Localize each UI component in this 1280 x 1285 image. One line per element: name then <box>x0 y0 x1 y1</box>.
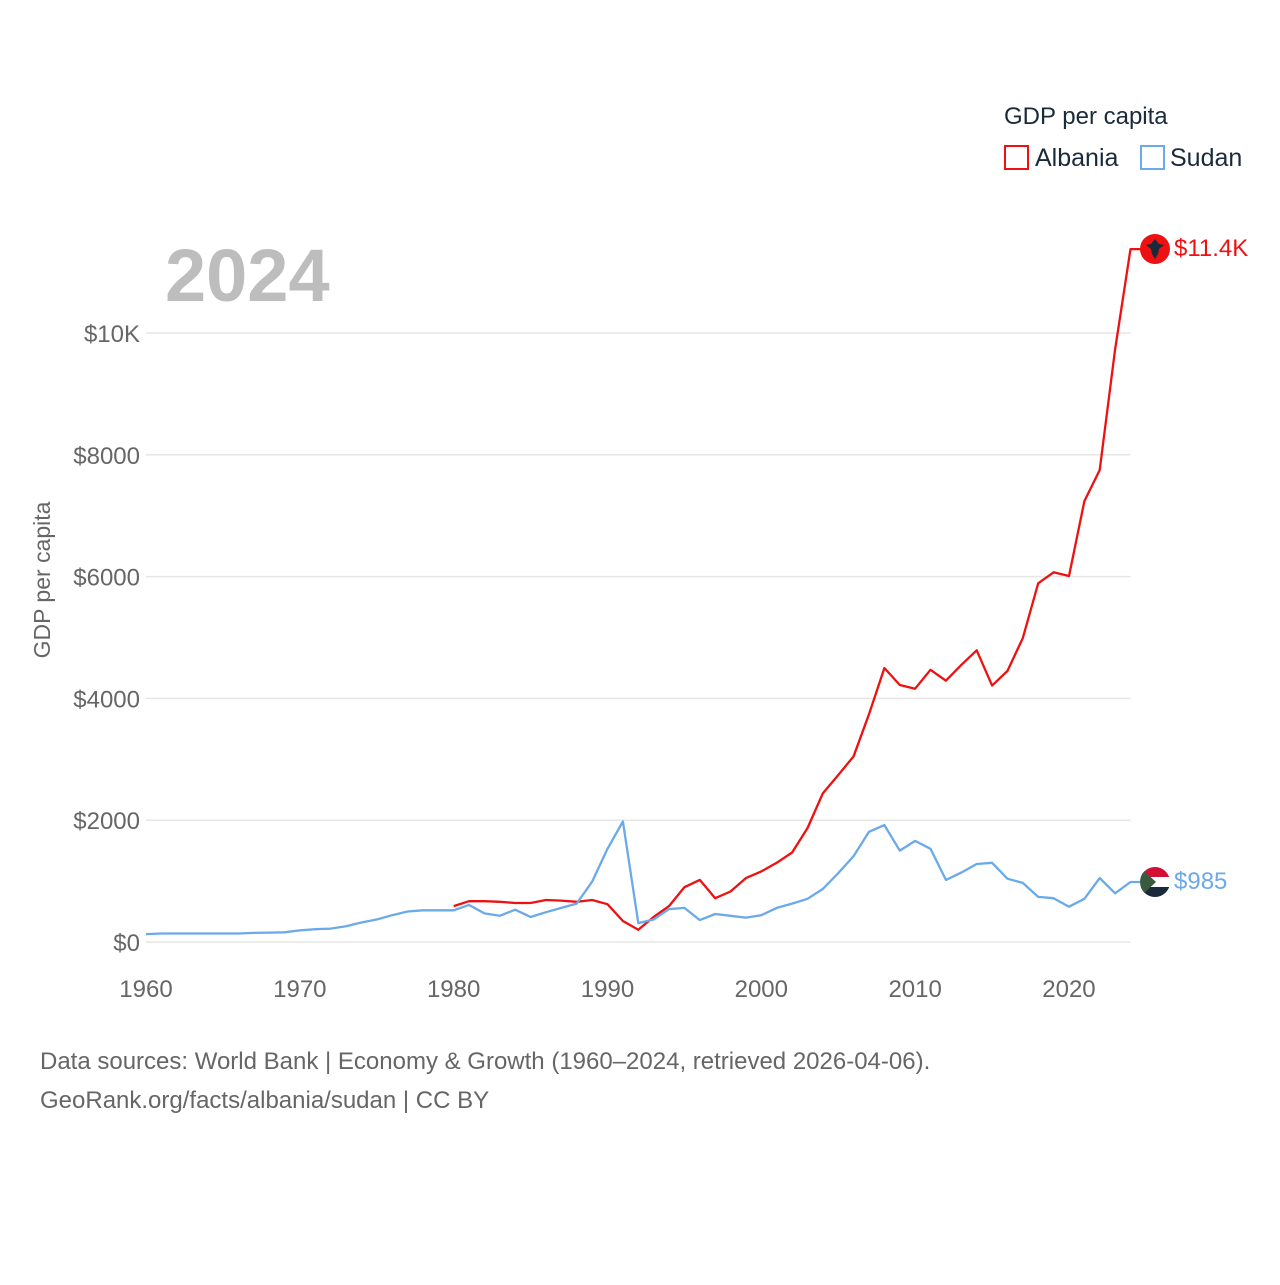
eagle-icon <box>1146 239 1164 259</box>
year-label: 2024 <box>165 234 330 317</box>
sudan-end-marker: $985 <box>1140 867 1227 897</box>
legend-item-sudan[interactable]: Sudan <box>1140 144 1242 172</box>
y-tick-label: $0 <box>113 930 140 957</box>
x-tick-label: 1960 <box>119 976 172 1003</box>
albania-end-label: $11.4K <box>1174 235 1248 262</box>
x-tick-label: 1980 <box>427 976 480 1003</box>
series-line-sudan <box>145 820 1141 936</box>
x-tick-label: 2000 <box>735 976 788 1003</box>
y-tick-label: $2000 <box>73 808 140 835</box>
x-axis-ticks: 1960 1970 1980 1990 2000 2010 2020 <box>119 976 1095 1003</box>
series-line-albania <box>453 247 1141 931</box>
sudan-flag-icon <box>1140 867 1170 897</box>
y-tick-label: $6000 <box>73 565 140 592</box>
footer-attribution[interactable]: GeoRank.org/facts/albania/sudan | CC BY <box>40 1087 489 1114</box>
y-axis-title: GDP per capita <box>29 501 55 658</box>
x-tick-label: 2020 <box>1042 976 1095 1003</box>
legend-swatch-sudan <box>1140 145 1165 170</box>
y-tick-label: $8000 <box>73 443 140 470</box>
albania-end-marker: $11.4K <box>1140 234 1248 264</box>
legend-item-albania[interactable]: Albania <box>1004 144 1118 172</box>
x-tick-label: 2010 <box>888 976 941 1003</box>
y-tick-label: $4000 <box>73 686 140 713</box>
series-lines <box>145 247 1141 936</box>
footer-sources: Data sources: World Bank | Economy & Gro… <box>40 1048 930 1075</box>
x-tick-label: 1970 <box>273 976 326 1003</box>
y-axis-ticks: $0 $2000 $4000 $6000 $8000 $10K <box>73 321 140 957</box>
sudan-end-label: $985 <box>1174 868 1227 895</box>
legend-label-albania: Albania <box>1035 144 1118 172</box>
legend: GDP per capita Albania Sudan <box>1004 103 1242 172</box>
legend-swatch-albania <box>1004 145 1029 170</box>
x-tick-label: 1990 <box>581 976 634 1003</box>
legend-title: GDP per capita <box>1004 103 1168 130</box>
legend-label-sudan: Sudan <box>1170 144 1242 172</box>
y-tick-label: $10K <box>84 321 140 348</box>
gridlines <box>146 332 1131 943</box>
